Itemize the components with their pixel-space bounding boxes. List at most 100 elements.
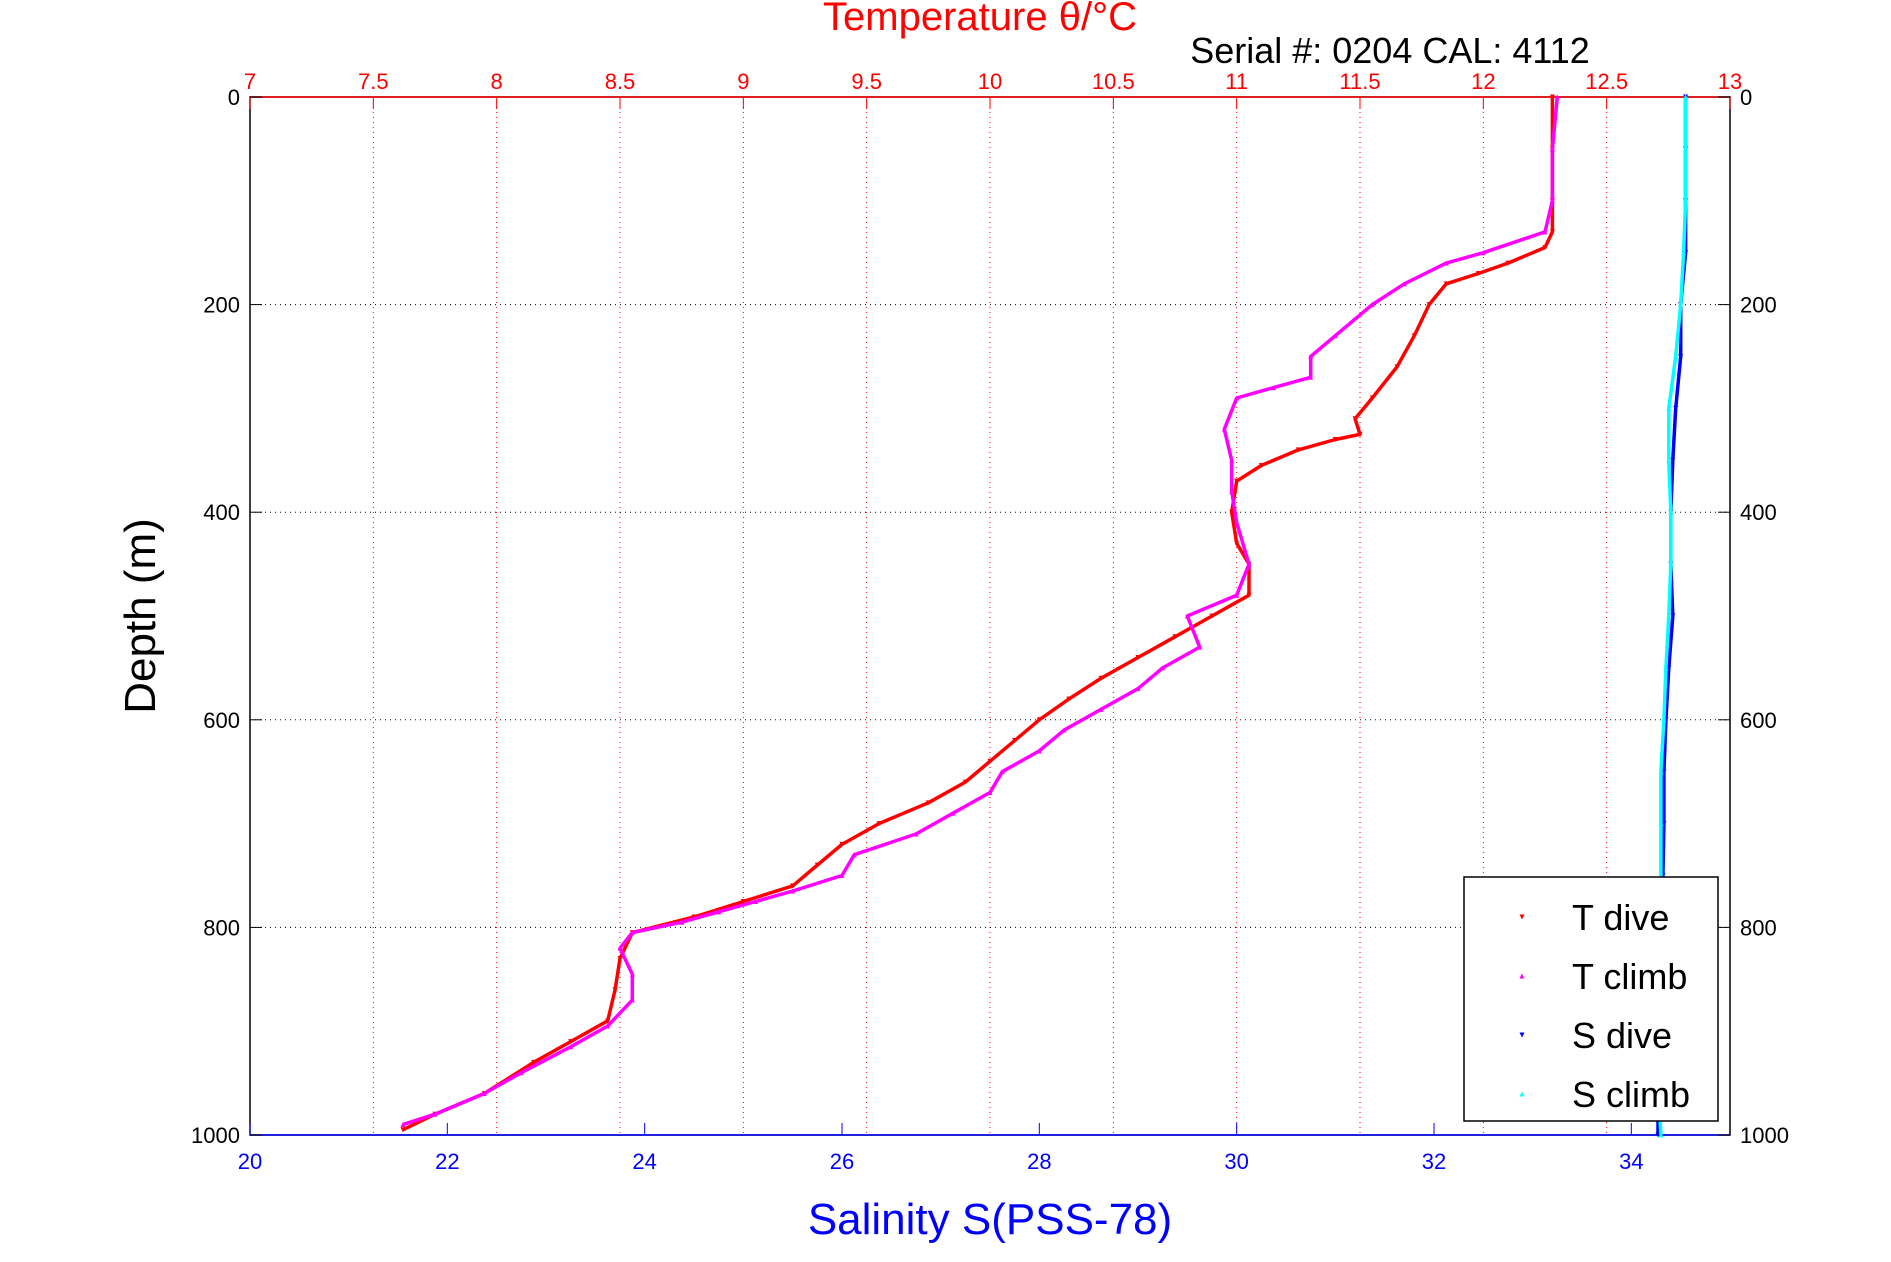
data-point: [1673, 405, 1679, 411]
data-point: [400, 1122, 406, 1128]
data-point: [1234, 395, 1240, 401]
data-point: [568, 1039, 574, 1045]
data-point: [1683, 94, 1689, 100]
salinity-tick-label: 30: [1224, 1149, 1248, 1174]
data-point: [1549, 94, 1555, 100]
legend-label: T dive: [1572, 897, 1669, 938]
temperature-tick-label: 11.5: [1339, 69, 1380, 94]
depth-tick-label-left: 800: [203, 915, 240, 940]
salinity-tick-label: 22: [435, 1149, 459, 1174]
data-point: [1666, 613, 1672, 619]
data-point: [1426, 302, 1432, 308]
data-point: [617, 956, 623, 962]
data-point: [1332, 437, 1338, 443]
data-point: [605, 1023, 611, 1029]
data-point: [1411, 333, 1417, 339]
data-point: [1554, 94, 1560, 100]
data-point: [1401, 281, 1407, 287]
data-point: [568, 1044, 574, 1050]
data-point: [1673, 354, 1679, 359]
data-point: [1480, 250, 1486, 256]
data-point: [481, 1090, 487, 1096]
data-point: [1246, 561, 1252, 567]
depth-tick-label-right: 400: [1740, 500, 1777, 525]
data-point: [629, 997, 635, 1003]
data-point: [962, 779, 968, 785]
data-point: [753, 898, 759, 904]
data-point: [987, 789, 993, 795]
data-point: [518, 1070, 524, 1076]
data-point: [1135, 686, 1141, 692]
data-point: [1295, 447, 1301, 453]
data-point: [1661, 717, 1667, 723]
data-point: [1658, 1132, 1664, 1138]
temperature-tick-label: 12.5: [1585, 69, 1628, 94]
data-point: [1246, 592, 1252, 598]
data-point: [629, 971, 635, 977]
data-point: [1036, 748, 1042, 754]
data-point: [1549, 146, 1555, 152]
data-point: [679, 919, 685, 925]
data-point: [1668, 561, 1674, 567]
data-point: [1542, 245, 1548, 251]
data-point: [531, 1059, 537, 1065]
temperature-tick-label: 13: [1718, 69, 1742, 94]
data-point: [1271, 385, 1277, 391]
data-point: [1666, 457, 1672, 463]
depth-tick-label-right: 200: [1740, 293, 1777, 318]
data-point: [950, 810, 956, 816]
data-point: [1234, 540, 1240, 546]
data-point: [1234, 478, 1240, 484]
data-point: [1229, 488, 1235, 494]
data-point: [999, 769, 1005, 775]
data-point: [1229, 509, 1235, 515]
x-axis-label: Salinity S(PSS-78): [808, 1195, 1172, 1244]
data-point: [605, 1018, 611, 1024]
depth-tick-label-left: 600: [203, 708, 240, 733]
data-point: [1678, 354, 1684, 359]
legend-label: S dive: [1572, 1015, 1672, 1056]
data-point: [790, 883, 796, 889]
data-point: [629, 930, 635, 936]
temperature-tick-label: 9: [737, 69, 749, 94]
chart-title: Temperature θ/°C: [823, 0, 1137, 39]
legend-label: T climb: [1572, 956, 1687, 997]
series-line: [402, 96, 1560, 1127]
data-point: [1036, 717, 1042, 723]
data-point: [1670, 613, 1676, 619]
legend-marker: [1519, 914, 1525, 920]
temperature-tick-label: 12: [1471, 69, 1495, 94]
data-point: [839, 841, 845, 847]
data-point: [1475, 270, 1481, 276]
data-point: [1061, 727, 1067, 733]
data-point: [1184, 613, 1190, 619]
data-point: [1135, 655, 1141, 661]
depth-tick-label-left: 0: [228, 85, 240, 110]
legend-box: [1463, 876, 1719, 1122]
data-point: [1229, 457, 1235, 463]
data-point: [1234, 520, 1240, 526]
data-point: [1505, 260, 1511, 266]
data-point: [1308, 354, 1314, 359]
series-t-climb: [400, 94, 1560, 1128]
temperature-tick-label: 10: [978, 69, 1002, 94]
data-point: [1549, 229, 1555, 235]
data-point: [1172, 634, 1178, 640]
data-point: [1443, 260, 1449, 266]
data-point: [1332, 333, 1338, 339]
data-point: [839, 873, 845, 878]
data-point: [1369, 302, 1375, 308]
data-point: [1658, 769, 1664, 775]
data-point: [1352, 416, 1358, 422]
legend-marker: [1519, 1032, 1525, 1038]
axis-ticks: 7 7.5 8 8.5 9 9.5 10 10.5 11 11.5 12 12.5 13 20 22 24 26…: [191, 69, 1789, 1174]
data-point: [1683, 198, 1689, 204]
data-point: [1066, 696, 1072, 702]
temperature-tick-label: 8: [491, 69, 503, 94]
depth-tick-label-right: 1000: [1740, 1123, 1789, 1148]
temperature-tick-label: 9.5: [851, 69, 882, 94]
data-point: [851, 852, 857, 858]
data-point: [1160, 665, 1166, 671]
y-axis-label: Depth (m): [116, 518, 165, 714]
